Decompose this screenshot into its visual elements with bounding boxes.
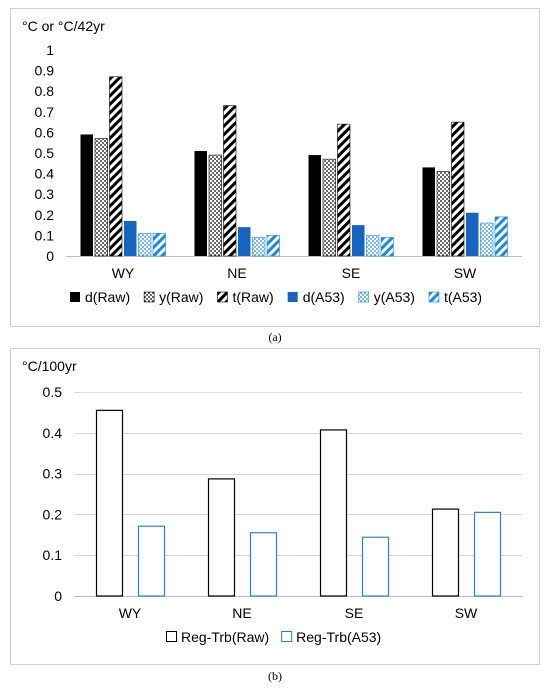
chart-b-ytick-label: 0.4 (43, 425, 63, 441)
chart-b-legend-swatch (281, 631, 293, 642)
chart-b-ytick-label: 0 (54, 588, 62, 604)
chart-a-legend-label: y(Raw) (159, 289, 203, 305)
chart-b-category-label: SE (345, 605, 364, 621)
chart-a-bar (124, 220, 137, 256)
chart-a-bar (194, 150, 207, 256)
chart-a-bar (252, 237, 266, 257)
chart-a-bar (480, 222, 494, 257)
chart-a-bar (451, 121, 465, 257)
chart-a-legend-swatch (428, 291, 440, 303)
chart-a-legend-label: d(A53) (303, 289, 345, 305)
chart-b-bar (207, 478, 236, 597)
chart-a-ytick-label: 0.4 (35, 166, 55, 182)
chart-a-category-label: SW (454, 265, 477, 281)
chart-b-category-label: SW (455, 605, 478, 621)
chart-a-category-label: WY (112, 265, 135, 281)
chart-b-category-label: WY (119, 605, 142, 621)
chart-a-caption: (a) (268, 330, 281, 344)
chart-a-legend-label: d(Raw) (85, 289, 130, 305)
chart-a-bar (494, 216, 508, 257)
chart-a-plot: 0 0.1 0.2 0.3 0.4 0.5 0.6 0.7 0.8 0.9 1 WY NE SE SW d(R… (35, 42, 522, 305)
chart-a-bar (94, 138, 108, 257)
chart-b-ytick-label: 0.5 (43, 384, 63, 400)
chart-a-legend-label: y(A53) (374, 289, 415, 305)
chart-b-caption: (b) (268, 669, 282, 683)
chart-a-category-label: NE (227, 265, 246, 281)
chart-a-bar (352, 225, 365, 256)
chart-a-legend-swatch (358, 291, 370, 303)
chart-a-ytick-label: 1 (46, 42, 54, 58)
chart-a-bar (109, 76, 123, 257)
chart-a-bar (80, 134, 93, 256)
chart-a-ytick-label: 0.8 (35, 83, 55, 99)
chart-b-unit-label: °C/100yr (22, 358, 77, 374)
chart-b-category-label: NE (232, 605, 251, 621)
chart-b-legend-label: Reg-Trb(A53) (296, 629, 381, 645)
chart-b-bar (473, 511, 502, 597)
chart-a-ytick-label: 0 (46, 248, 54, 264)
chart-b-legend-label: Reg-Trb(Raw) (181, 629, 269, 645)
chart-a-bar (208, 154, 222, 257)
chart-a-bar (322, 158, 336, 257)
chart-a-legend-swatch (287, 292, 298, 302)
chart-a-bar (152, 233, 166, 257)
chart-b-bar (319, 429, 348, 597)
chart-a-bar (466, 212, 479, 256)
chart-a-ytick-label: 0.1 (35, 227, 55, 243)
chart-a-legend-swatch (70, 292, 80, 302)
chart-a-bar (366, 235, 380, 257)
chart-a-bar (422, 167, 435, 256)
chart-b-bar (249, 532, 278, 597)
chart-a-bar (337, 123, 351, 257)
chart-a-ytick-label: 0.2 (35, 207, 55, 223)
chart-a-ytick-label: 0.6 (35, 124, 55, 140)
chart-a-legend-swatch (143, 291, 155, 303)
chart-b-bar (361, 536, 390, 597)
chart-a-ytick-label: 0.5 (35, 145, 55, 161)
chart-a-ytick-label: 0.7 (35, 104, 55, 120)
chart-a-legend-label: t(A53) (444, 289, 482, 305)
chart-a-legend-swatch (217, 291, 228, 303)
chart-a-bar (138, 233, 152, 257)
chart-a-unit-label: °C or °C/42yr (22, 18, 105, 34)
chart-b-ytick-label: 0.3 (43, 466, 63, 482)
chart-a-bar (223, 105, 237, 257)
chart-b-plot: 0 0.1 0.2 0.3 0.4 0.5 WY NE SE SW Reg-Trb(Raw) Reg-… (43, 384, 522, 645)
chart-a-legend-label: t(Raw) (232, 289, 273, 305)
chart-b-ytick-label: 0.2 (43, 506, 63, 522)
chart-b-bar (95, 409, 124, 597)
chart-a-ytick-label: 0.3 (35, 186, 55, 202)
chart-a-ytick-label: 0.9 (35, 63, 55, 79)
chart-a-category-label: SE (342, 265, 361, 281)
chart-b-bar (431, 508, 460, 597)
chart-a-bar (266, 235, 280, 257)
chart-b-legend-swatch (166, 631, 177, 642)
chart-b-ytick-label: 0.1 (43, 547, 63, 563)
chart-a-bar (436, 171, 450, 257)
chart-a-bar (308, 155, 321, 256)
chart-b-bar (137, 525, 166, 597)
chart-a-bar (238, 227, 251, 256)
chart-a-bar (380, 237, 394, 257)
